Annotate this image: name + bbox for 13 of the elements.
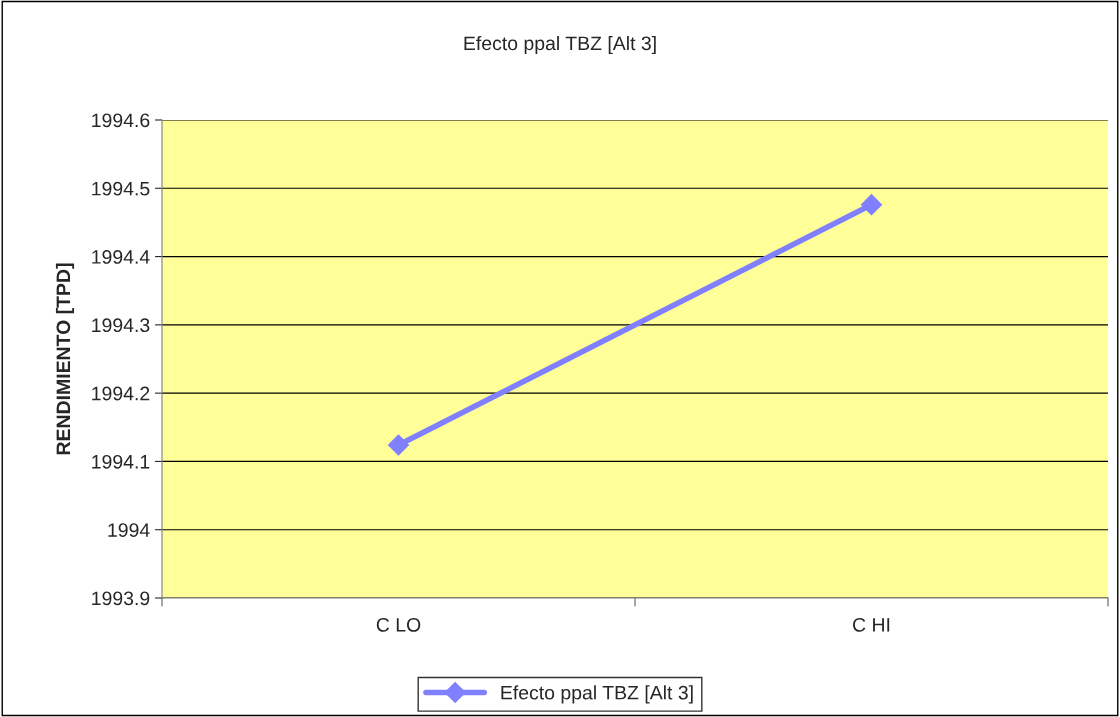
y-tick-label: 1994.1 xyxy=(92,454,150,469)
chart-title: Efecto ppal TBZ [Alt 3] xyxy=(464,35,656,55)
y-tick-label: 1994.4 xyxy=(92,250,150,264)
y-tick-label: 1994.6 xyxy=(92,113,150,128)
x-tick-label: C LO xyxy=(376,617,421,632)
x-tick-label: C HI xyxy=(853,617,890,632)
y-axis-title: RENDIMIENTO [TPD] xyxy=(55,263,75,455)
y-tick-label: 1994.2 xyxy=(92,386,150,401)
legend-label: Efecto ppal TBZ [Alt 3] xyxy=(501,685,693,704)
y-tick-label: 1993.9 xyxy=(92,591,150,606)
y-tick-label: 1994.3 xyxy=(92,318,150,333)
y-tick-label: 1994 xyxy=(108,523,150,537)
y-tick-label: 1994.5 xyxy=(92,181,150,196)
